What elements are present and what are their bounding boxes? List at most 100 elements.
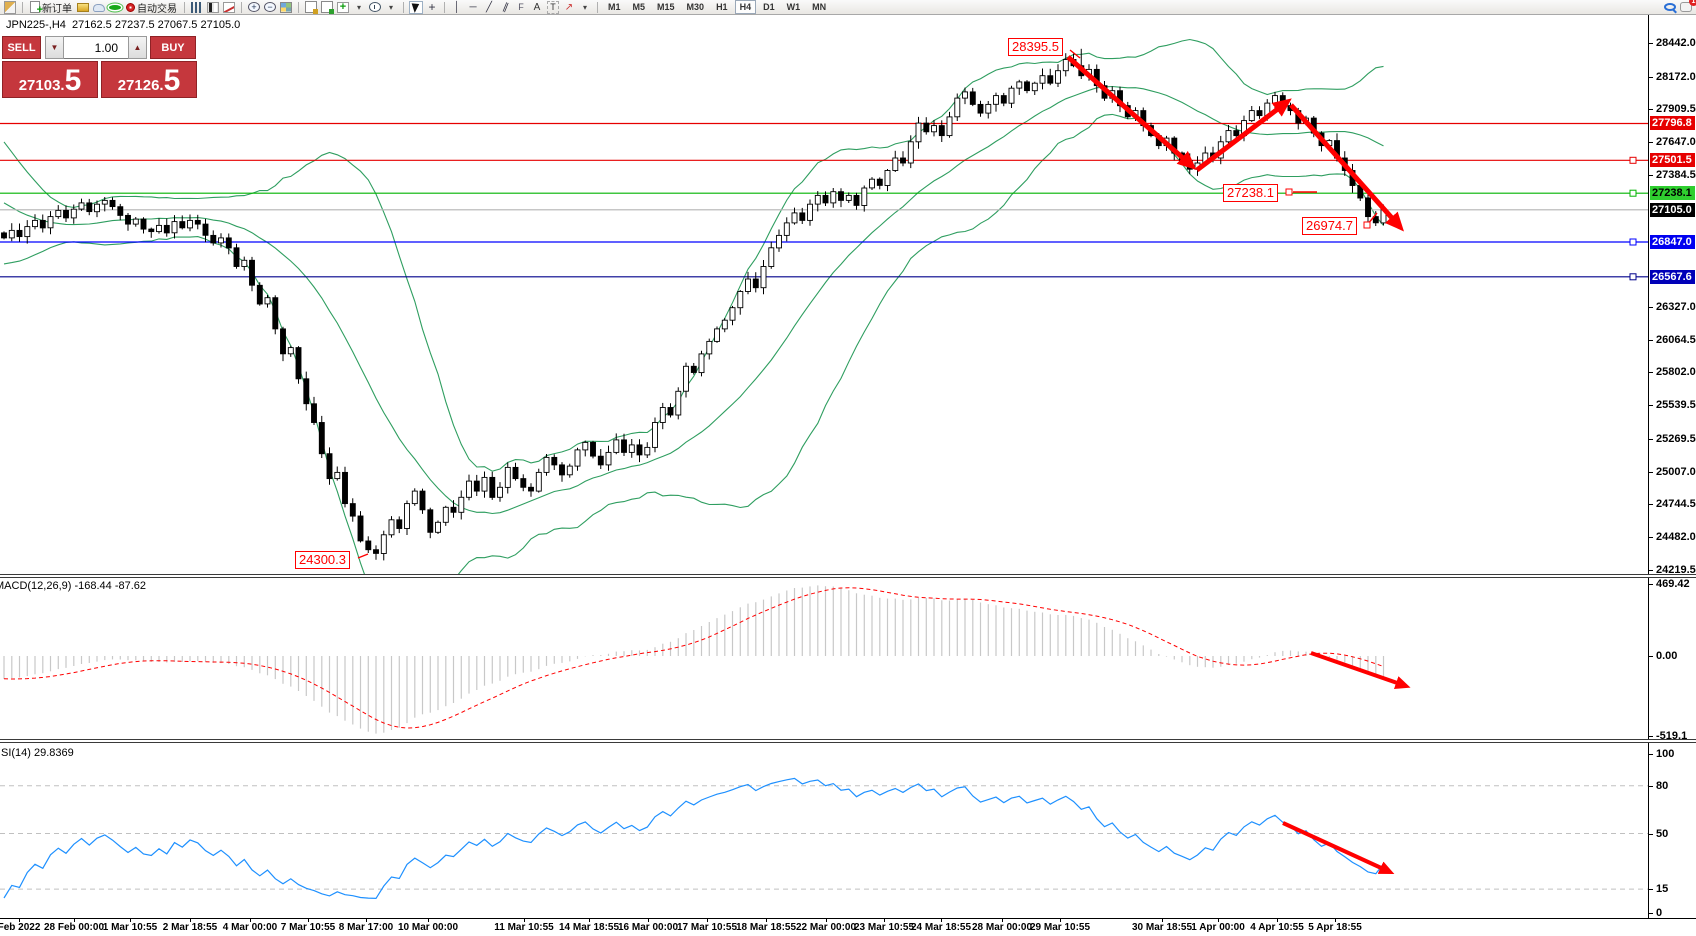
time-tick — [428, 919, 429, 922]
trend-arrow[interactable] — [1282, 821, 1395, 874]
timeframe-w1[interactable]: W1 — [786, 2, 801, 12]
axis-tick-label: 28172.0 — [1656, 70, 1696, 83]
candlestick-chart-button[interactable] — [206, 1, 220, 14]
add-indicator-button[interactable] — [336, 1, 350, 14]
timeframe-m15[interactable]: M15 — [657, 2, 675, 12]
fibonacci-tool-button[interactable] — [514, 1, 528, 14]
annotation-anchor[interactable] — [1363, 221, 1371, 229]
price-level-tag: 27238.1 — [1650, 186, 1695, 201]
rsi-indicator-label: SI(14) 29.8369 — [1, 747, 74, 759]
volume-increase-button[interactable]: ▲ — [128, 36, 147, 59]
volume-decrease-button[interactable]: ▼ — [45, 36, 64, 59]
time-axis-label: 7 Mar 10:55 — [280, 922, 336, 933]
price-axis[interactable]: 28442.0 28172.0 27909.5 27647.0 27384.5 26327… — [1648, 15, 1696, 919]
period-clock-button[interactable] — [368, 1, 382, 14]
cloud-button[interactable] — [92, 1, 106, 14]
profiles-button[interactable] — [320, 1, 334, 14]
price-annotation[interactable]: 28395.5 — [1008, 38, 1063, 56]
sell-button[interactable]: SELL — [2, 36, 41, 59]
panel-splitter[interactable] — [0, 739, 1696, 743]
zoom-out-button[interactable] — [263, 1, 277, 14]
time-axis-label: 29 Mar 10:55 — [1029, 922, 1091, 933]
text-tool-icon — [531, 1, 543, 14]
line-handle[interactable] — [1629, 189, 1637, 197]
auto-trading-icon — [126, 2, 135, 12]
buy-button[interactable]: BUY — [150, 36, 196, 59]
macd-panel-canvas[interactable] — [0, 578, 1648, 739]
time-axis[interactable]: Feb 2022 28 Feb 00:00 1 Mar 10:55 2 Mar 18:… — [0, 918, 1696, 936]
signals-button[interactable] — [108, 1, 122, 14]
timeframe-mn[interactable]: MN — [812, 2, 827, 12]
bar-chart-button[interactable] — [190, 1, 204, 14]
timeframe-m5[interactable]: M5 — [632, 2, 646, 12]
new-order-button[interactable]: 新订单 — [28, 1, 74, 16]
notification-badge: 1 — [1689, 0, 1696, 6]
trend-arrow[interactable] — [1289, 103, 1404, 232]
text-tool-button[interactable] — [530, 1, 544, 14]
notifications-button[interactable]: 1 — [1679, 0, 1696, 14]
chevron-down-button[interactable] — [578, 1, 592, 14]
time-axis-label: 1 Apr 00:00 — [1191, 922, 1245, 933]
crosshair-tool-button[interactable] — [425, 1, 439, 14]
notifications-icon — [1680, 2, 1692, 12]
axis-tick — [1649, 142, 1653, 144]
market-watch-button[interactable] — [76, 1, 90, 14]
axis-tick-label: 15 — [1656, 883, 1669, 896]
channel-tool-button[interactable] — [498, 1, 512, 14]
volume-input[interactable] — [64, 36, 128, 59]
axis-tick — [1649, 504, 1653, 506]
line-handle[interactable] — [1629, 273, 1637, 281]
sell-price[interactable]: 27103. 5 — [2, 61, 98, 98]
arrows-tool-button[interactable] — [562, 1, 576, 14]
line-handle[interactable] — [1629, 156, 1637, 164]
timeframe-d1[interactable]: D1 — [763, 2, 775, 12]
time-tick — [366, 919, 367, 922]
axis-tick — [1649, 471, 1653, 473]
rsi-panel-canvas[interactable] — [0, 744, 1648, 918]
timeframe-m1[interactable]: M1 — [608, 2, 621, 12]
trend-arrow[interactable] — [1310, 651, 1411, 690]
clipped-button[interactable] — [3, 0, 17, 14]
bar-chart-icon — [191, 1, 203, 13]
cursor-tool-button[interactable] — [409, 0, 423, 14]
line-chart-button[interactable] — [222, 1, 236, 14]
tile-windows-icon — [280, 1, 292, 13]
annotation-anchor[interactable] — [1285, 188, 1293, 196]
axis-tick-label: 469.42 — [1656, 578, 1690, 590]
vertical-line-tool-button[interactable] — [450, 1, 464, 14]
trend-arrow[interactable] — [1066, 55, 1197, 170]
horizontal-line-tool-icon — [467, 1, 479, 14]
price-annotation[interactable]: 27238.1 — [1223, 184, 1278, 202]
line-handle[interactable] — [1629, 238, 1637, 246]
trendline-tool-button[interactable] — [482, 1, 496, 14]
chevron-down-button[interactable] — [384, 1, 398, 14]
auto-trading-button[interactable]: 自动交易 — [124, 1, 179, 15]
timeframe-h4[interactable]: H4 — [734, 0, 757, 14]
price-chart-canvas[interactable] — [0, 15, 1648, 578]
panel-splitter[interactable] — [0, 574, 1696, 578]
price-level-tag: 26847.0 — [1650, 234, 1695, 249]
vertical-line-tool-icon — [451, 1, 463, 14]
arrows-tool-icon — [563, 1, 575, 14]
horizontal-line-tool-button[interactable] — [466, 1, 480, 14]
price-annotation[interactable]: 24300.3 — [295, 551, 350, 569]
time-axis-label: 23 Mar 10:55 — [853, 922, 915, 933]
time-tick — [589, 919, 590, 922]
chevron-down-button[interactable] — [352, 1, 366, 14]
time-tick — [707, 919, 708, 922]
zoom-in-icon — [248, 2, 260, 12]
timeframe-h1[interactable]: H1 — [716, 2, 728, 12]
tile-windows-button[interactable] — [279, 1, 293, 14]
trend-arrow[interactable] — [1195, 98, 1292, 172]
price-level-tag: 27105.0 — [1650, 202, 1695, 217]
label-tool-button[interactable] — [546, 0, 560, 14]
buy-price[interactable]: 27126. 5 — [101, 61, 197, 98]
search-button[interactable] — [1663, 1, 1677, 14]
timeframe-m30[interactable]: M30 — [686, 2, 705, 12]
new-chart-button[interactable] — [304, 1, 318, 14]
zoom-in-button[interactable] — [247, 1, 261, 14]
time-tick — [1002, 919, 1003, 922]
price-annotation[interactable]: 26974.7 — [1302, 217, 1357, 235]
time-axis-label: Feb 2022 — [0, 922, 41, 933]
